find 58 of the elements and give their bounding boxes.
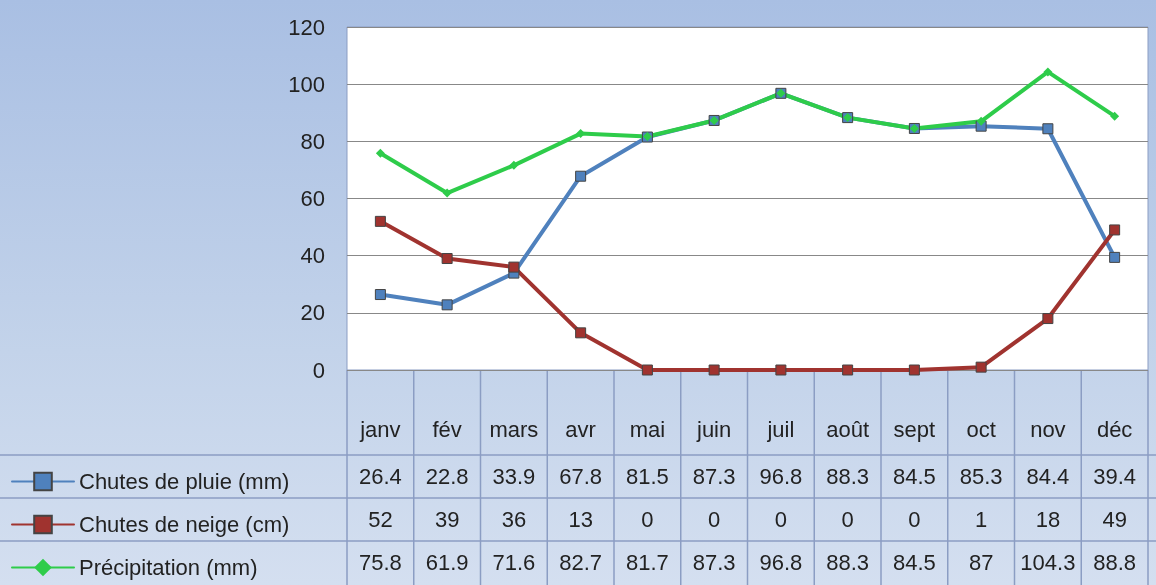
data-label: 36 — [501, 507, 527, 532]
data-label: 88.3 — [826, 464, 870, 489]
data-label: 0 — [774, 507, 787, 532]
data-label: 84.5 — [892, 464, 936, 489]
y-tick-label: 20 — [300, 300, 325, 326]
data-label: 13 — [568, 507, 593, 532]
data-label: 96.8 — [759, 464, 803, 489]
data-label: 75.8 — [358, 550, 402, 575]
x-tick-label: avr — [565, 416, 596, 442]
x-tick-label: fév — [432, 416, 462, 442]
data-label: 84.5 — [892, 550, 936, 575]
data-label: 39 — [434, 507, 460, 532]
data-label: 96.8 — [759, 550, 803, 575]
data-label: 61.9 — [425, 550, 469, 575]
data-label: 84.4 — [1026, 464, 1070, 489]
x-tick-label: sept — [893, 416, 936, 442]
data-label: 39.4 — [1093, 464, 1137, 489]
data-label: 82.7 — [559, 550, 603, 575]
data-label: 33.9 — [492, 464, 536, 489]
legend-label: Chutes de neige (cm) — [79, 512, 290, 537]
x-tick-label: juil — [766, 416, 795, 442]
data-label: 81.7 — [625, 550, 669, 575]
x-tick-label: janv — [359, 416, 401, 442]
data-label: 71.6 — [492, 550, 536, 575]
data-label: 1 — [975, 507, 988, 532]
y-tick-label: 80 — [300, 128, 325, 154]
y-tick-label: 60 — [300, 186, 325, 211]
data-label: 26.4 — [358, 464, 402, 489]
y-tick-label: 0 — [312, 357, 325, 383]
data-label: 0 — [641, 507, 654, 532]
data-label: 49 — [1102, 507, 1127, 532]
data-label: 18 — [1035, 507, 1061, 532]
y-tick-label: 100 — [288, 71, 325, 97]
legend-label: Chutes de pluie (mm) — [79, 469, 290, 494]
data-label: 0 — [841, 507, 854, 532]
data-label: 0 — [908, 507, 921, 532]
data-label: 52 — [368, 507, 393, 532]
x-tick-label: juin — [696, 416, 732, 442]
data-label: 67.8 — [559, 464, 603, 489]
y-tick-label: 40 — [300, 243, 325, 269]
data-label: 0 — [708, 507, 721, 532]
x-tick-label: nov — [1030, 416, 1066, 442]
data-label: 87.3 — [692, 550, 736, 575]
x-tick-label: août — [826, 416, 870, 442]
data-label: 104.3 — [1020, 550, 1076, 575]
x-tick-label: oct — [966, 416, 996, 442]
x-tick-label: mai — [629, 416, 666, 442]
data-label: 87.3 — [692, 464, 736, 489]
x-tick-label: mars — [489, 416, 539, 442]
data-label: 81.5 — [625, 464, 669, 489]
x-tick-label: déc — [1096, 416, 1133, 442]
legend-label: Précipitation (mm) — [79, 555, 258, 580]
data-label: 88.3 — [826, 550, 870, 575]
y-tick-label: 120 — [288, 14, 325, 40]
data-label: 87 — [968, 550, 994, 575]
data-label: 88.8 — [1093, 550, 1137, 575]
data-label: 22.8 — [425, 464, 469, 489]
data-label: 85.3 — [959, 464, 1003, 489]
